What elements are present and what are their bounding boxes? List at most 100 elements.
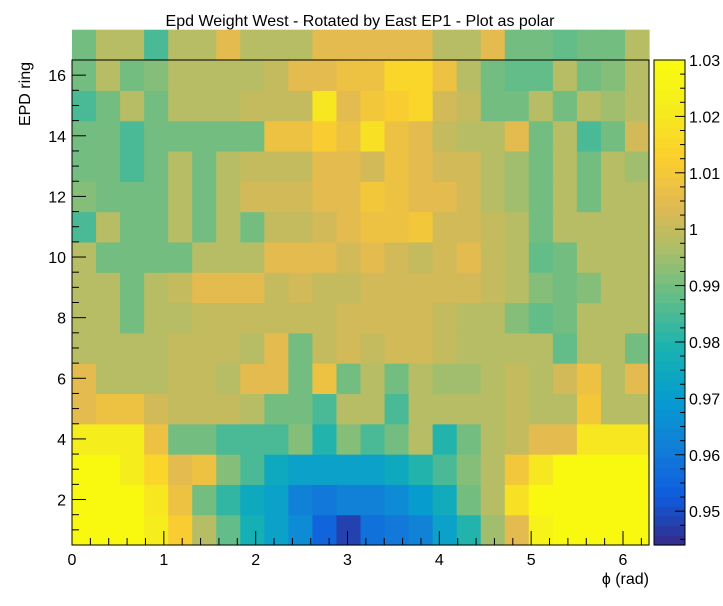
heatmap-cell	[576, 150, 602, 182]
heatmap-cell	[96, 241, 121, 273]
heatmap-cell	[240, 514, 265, 546]
heatmap-cell	[456, 363, 482, 395]
heatmap-cell	[120, 484, 145, 516]
heatmap-cell	[96, 454, 121, 485]
heatmap-cell	[360, 393, 386, 425]
heatmap-cell	[240, 90, 265, 122]
heatmap-cell	[144, 90, 169, 122]
colorbar-band	[654, 186, 685, 197]
colorbar-tick-label: 1.02	[689, 109, 720, 126]
heatmap-cell	[96, 90, 121, 122]
heatmap-cell	[96, 363, 121, 395]
heatmap-cell	[624, 454, 650, 485]
colorbar-band	[654, 147, 685, 158]
heatmap-cell	[144, 60, 169, 91]
heatmap-cell	[432, 393, 458, 425]
colorbar-band	[654, 224, 685, 236]
heatmap-cell	[336, 363, 362, 395]
heatmap-cell	[360, 150, 386, 182]
heatmap-cell	[552, 272, 578, 304]
heatmap-cell	[264, 302, 289, 334]
heatmap-cell	[576, 90, 602, 122]
heatmap-cell	[384, 60, 410, 91]
colorbar-band	[654, 477, 685, 488]
heatmap-cell	[336, 454, 362, 485]
heatmap-cell	[288, 60, 314, 91]
heatmap-cell	[384, 302, 410, 334]
colorbar-band	[654, 244, 685, 255]
heatmap-cell	[432, 120, 458, 152]
colorbar-tick-label: 1.03	[689, 53, 720, 70]
heatmap-cell	[192, 393, 217, 425]
heatmap-cell	[216, 150, 241, 182]
heatmap-cell	[192, 211, 217, 243]
heatmap-cell	[600, 181, 626, 213]
colorbar-band	[654, 69, 685, 80]
heatmap-cell	[288, 454, 314, 485]
heatmap-cell	[312, 454, 338, 485]
colorbar-tick-label: 0.98	[689, 335, 720, 352]
heatmap-cell	[216, 423, 241, 455]
colorbar-band	[654, 515, 685, 527]
heatmap-cell	[624, 423, 650, 455]
heatmap-cell	[600, 60, 626, 91]
heatmap-cell	[408, 120, 434, 152]
heatmap-cell	[312, 423, 338, 455]
colorbar-band	[654, 302, 685, 313]
heatmap-cell	[96, 484, 121, 516]
heatmap-cell	[480, 484, 506, 516]
heatmap-cell	[528, 272, 554, 304]
heatmap-cell	[408, 302, 434, 334]
heatmap-cell	[528, 332, 554, 364]
heatmap-cell	[360, 29, 386, 61]
heatmap-cell	[216, 484, 241, 516]
heatmap-cell	[528, 60, 554, 91]
heatmap-cell	[264, 272, 289, 304]
heatmap-cell	[528, 29, 554, 61]
heatmap-cell	[408, 454, 434, 485]
heatmap-cell	[144, 29, 169, 61]
colorbar-band	[654, 176, 685, 187]
heatmap-cell	[288, 90, 314, 122]
chart-title: Epd Weight West - Rotated by East EP1 - …	[166, 13, 556, 30]
colorbar-band	[654, 457, 685, 468]
heatmap-cell	[312, 120, 338, 152]
heatmap-cell	[384, 90, 410, 122]
heatmap-cell	[96, 302, 121, 334]
heatmap-cell	[600, 423, 626, 455]
heatmap-cell	[96, 423, 121, 455]
heatmap-cell	[360, 423, 386, 455]
heatmap-cell	[120, 454, 145, 485]
heatmap-cell	[552, 90, 578, 122]
heatmap-cell	[528, 211, 554, 243]
heatmap-cell	[144, 211, 169, 243]
heatmap-cell	[240, 60, 265, 91]
heatmap-cell	[384, 484, 410, 516]
heatmap-cell	[168, 211, 193, 243]
heatmap-cell	[624, 29, 650, 61]
heatmap-cell	[432, 332, 458, 364]
heatmap-cell	[408, 363, 434, 395]
colorbar-band	[654, 496, 685, 507]
x-axis: 0 1 2 3 4 5 6	[68, 531, 642, 569]
heatmap-cell	[240, 454, 265, 485]
colorbar-band	[654, 118, 685, 129]
heatmap-cell	[456, 60, 482, 91]
heatmap-cell	[576, 484, 602, 516]
heatmap-cell	[384, 454, 410, 485]
colorbar-band	[654, 535, 685, 546]
heatmap-cell	[288, 211, 314, 243]
heatmap-cell	[480, 150, 506, 182]
colorbar-band	[654, 60, 685, 71]
heatmap-cell	[288, 241, 314, 273]
heatmap-cell	[192, 363, 217, 395]
heatmap-cell	[600, 29, 626, 61]
heatmap-cell	[144, 181, 169, 213]
heatmap-cell	[624, 60, 650, 91]
heatmap-cell	[144, 272, 169, 304]
heatmap-cell	[336, 211, 362, 243]
colorbar-band	[654, 79, 685, 90]
colorbar-band	[654, 506, 685, 517]
y-axis-label: EPD ring	[17, 62, 34, 126]
heatmap-cell	[480, 302, 506, 334]
